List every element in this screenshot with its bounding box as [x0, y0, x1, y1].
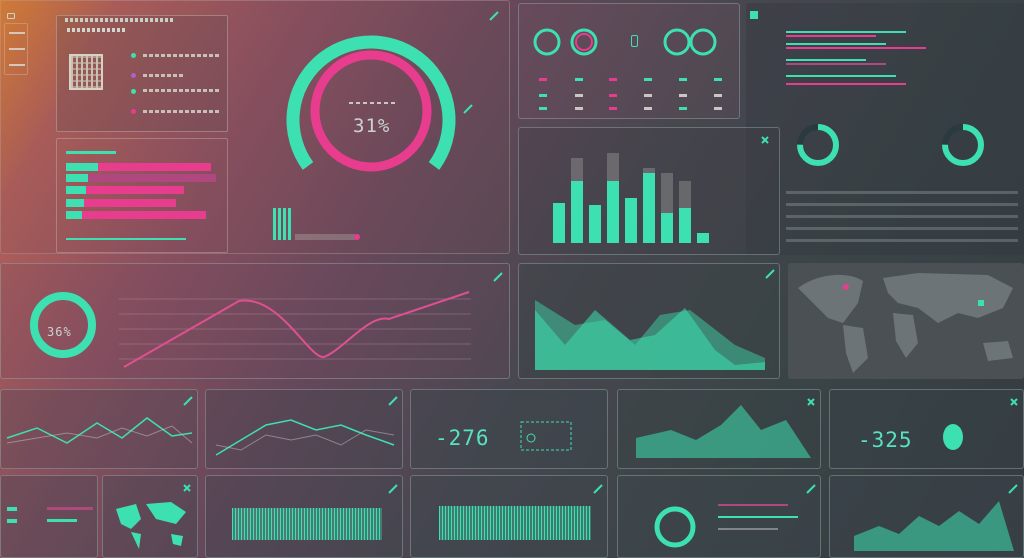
number-card-1: -276: [410, 389, 608, 469]
ring-chart-right: [942, 124, 984, 166]
info-line: [143, 54, 221, 57]
bar-chart: [553, 153, 709, 243]
bar-card: [56, 138, 228, 253]
bar-chart-panel: [518, 127, 780, 255]
bar-code-card-2: [410, 475, 608, 558]
progress-lines: [718, 504, 798, 530]
info-line: [143, 74, 183, 77]
pen-icon[interactable]: [183, 396, 193, 406]
status-dot-pink: [131, 109, 136, 114]
close-icon[interactable]: [183, 484, 191, 492]
bar: [66, 186, 86, 194]
bar: [66, 163, 98, 171]
mini-table-dots: [539, 78, 722, 110]
list-progress: [7, 507, 93, 523]
line-progress-bars: [786, 31, 926, 85]
qr-icon: [69, 54, 103, 90]
area-chart: [535, 300, 765, 370]
card-title-bar: [65, 18, 175, 22]
pen-icon[interactable]: [593, 484, 603, 494]
number-card-2: -325: [829, 389, 1024, 469]
ring-chart: [30, 292, 96, 358]
left-menu: [4, 23, 28, 75]
bar: [66, 199, 84, 207]
area-chart: [854, 501, 1014, 551]
line-chart: [215, 419, 395, 456]
pink-line-chart: [119, 291, 471, 368]
bar: [66, 151, 116, 154]
pen-icon[interactable]: [806, 484, 816, 494]
area-chart-panel: [518, 263, 780, 379]
info-line: [143, 89, 221, 92]
bar: [66, 238, 186, 240]
line-chart-card-2: [205, 389, 403, 469]
world-map: [798, 273, 1013, 373]
rings-panel: [518, 3, 740, 119]
status-dot-teal: [131, 53, 136, 58]
ring-chart-left: [797, 124, 839, 166]
ring-group: [533, 28, 598, 56]
line-chart: [6, 417, 193, 444]
info-line: [143, 110, 221, 113]
status-dot-teal: [131, 89, 136, 94]
pen-icon[interactable]: [493, 272, 503, 282]
mini-bar-histogram: [273, 208, 360, 240]
bar: [66, 211, 206, 219]
dense-bar-chart: [232, 508, 382, 540]
gauge-panel: 31%: [0, 0, 510, 254]
big-number: -276: [435, 426, 490, 450]
list-card: [0, 475, 98, 558]
mini-world-map: [116, 502, 186, 549]
pen-icon[interactable]: [1008, 484, 1018, 494]
bar: [66, 163, 211, 171]
progress-panel: [746, 3, 1024, 255]
menu-item[interactable]: [9, 64, 25, 66]
pie-chart: [943, 424, 963, 450]
pen-icon[interactable]: [388, 484, 398, 494]
ring-value: 36%: [47, 325, 72, 339]
ring-group: [663, 28, 717, 56]
bar: [66, 186, 184, 194]
gauge-arc-outer: [286, 35, 456, 170]
info-card: [56, 15, 228, 132]
horizontal-bar-chart: [66, 151, 216, 240]
world-map-panel: [788, 263, 1024, 379]
card-subtitle-bar: [67, 28, 127, 32]
bar: [66, 211, 82, 219]
bar: [66, 174, 216, 182]
line-chart-card-1: [0, 389, 198, 469]
area-chart: [636, 405, 811, 458]
toggle[interactable]: [631, 35, 638, 47]
status-dot-purple: [131, 73, 136, 78]
chat-icon[interactable]: [7, 13, 15, 19]
pen-icon[interactable]: [388, 396, 398, 406]
sketch-diagram: [520, 421, 572, 451]
gauge: [286, 35, 456, 172]
map-card: [102, 475, 198, 558]
pen-icon[interactable]: [463, 104, 473, 114]
big-number: -325: [858, 428, 913, 452]
bar-code-card-1: [205, 475, 403, 558]
close-icon[interactable]: [1010, 398, 1018, 406]
pen-icon[interactable]: [489, 11, 499, 21]
gauge-value: 31%: [353, 115, 391, 137]
line-chart-panel: 36%: [0, 263, 510, 379]
map-marker[interactable]: [978, 300, 984, 306]
ring-card: [617, 475, 821, 558]
area-chart-card-1: [617, 389, 821, 469]
close-icon[interactable]: [750, 11, 758, 19]
bar: [66, 174, 88, 182]
gauge-arc-inner: [310, 50, 432, 172]
close-icon[interactable]: [761, 136, 769, 144]
data-table: [786, 185, 1018, 251]
bar: [66, 199, 176, 207]
menu-item[interactable]: [9, 48, 25, 50]
pen-icon[interactable]: [765, 269, 775, 279]
ring-chart: [654, 506, 696, 548]
menu-item[interactable]: [9, 32, 25, 34]
area-chart-card-2: [829, 475, 1024, 558]
dense-bar-chart: [439, 506, 591, 540]
close-icon[interactable]: [807, 398, 815, 406]
